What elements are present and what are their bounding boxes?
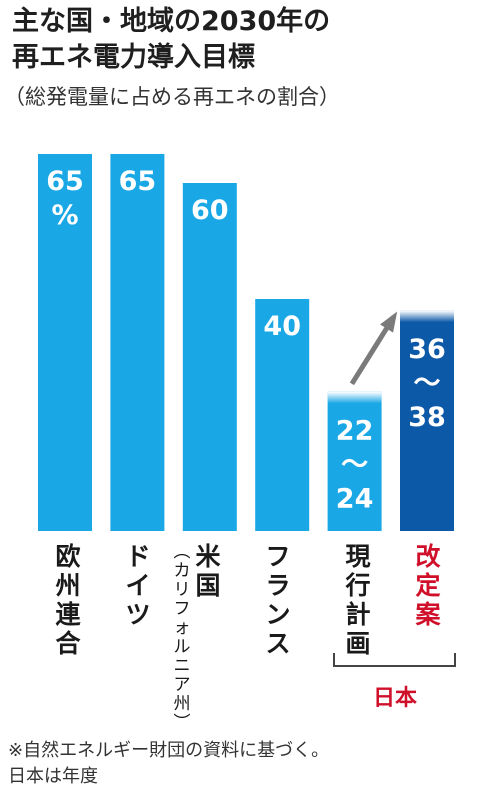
- title-line-1: 主な国・地域の2030年の: [12, 6, 331, 37]
- category-label-revised-plan: 改定案: [415, 542, 441, 629]
- japan-group-bracket: [333, 653, 456, 667]
- category-label-eu: 欧州連合: [55, 542, 81, 658]
- title-line-2: 再エネ電力導入目標: [12, 42, 255, 73]
- bar: [327, 391, 382, 531]
- source-note: ※自然エネルギー財団の資料に基づく。 日本は年度: [8, 738, 483, 790]
- bar-value-label: 24: [336, 483, 374, 514]
- bar: [182, 183, 237, 531]
- category-label-current-plan: 現行計画: [345, 542, 371, 658]
- bar-value-label: %: [51, 200, 78, 231]
- note-line-2: 日本は年度: [8, 766, 98, 787]
- category-label-germany: ドイツ: [125, 542, 151, 629]
- category-label-france: フランス: [265, 542, 291, 658]
- bar: [38, 154, 92, 531]
- bar: [400, 310, 454, 531]
- bar-value-label: 〜: [414, 368, 441, 399]
- note-line-1: ※自然エネルギー財団の資料に基づく。: [8, 740, 330, 761]
- bar-value-label: 36: [408, 334, 446, 365]
- increase-arrow-icon: [380, 311, 398, 333]
- bar-value-label: 38: [408, 402, 446, 433]
- bar-value-label: 65: [46, 166, 84, 197]
- bar-value-label: 60: [191, 195, 229, 226]
- bar: [255, 299, 310, 531]
- chart-title: 主な国・地域の2030年の 再エネ電力導入目標: [12, 4, 477, 76]
- bar-value-label: 65: [119, 166, 157, 197]
- bar: [110, 154, 165, 531]
- bar-value-label: 22: [336, 415, 374, 446]
- japan-group-label: 日本: [372, 686, 417, 711]
- category-label-us: 米国: [195, 542, 221, 600]
- bar-range-fade: [327, 391, 382, 404]
- chart-subtitle: （総発電量に占める再エネの割合）: [4, 85, 340, 109]
- bar-value-label: 40: [263, 311, 301, 342]
- category-label-us-sub: ︵ カリフォルニア州 ︶: [173, 542, 191, 733]
- bar-range-fade: [400, 310, 454, 323]
- bar-value-label: 〜: [341, 449, 368, 480]
